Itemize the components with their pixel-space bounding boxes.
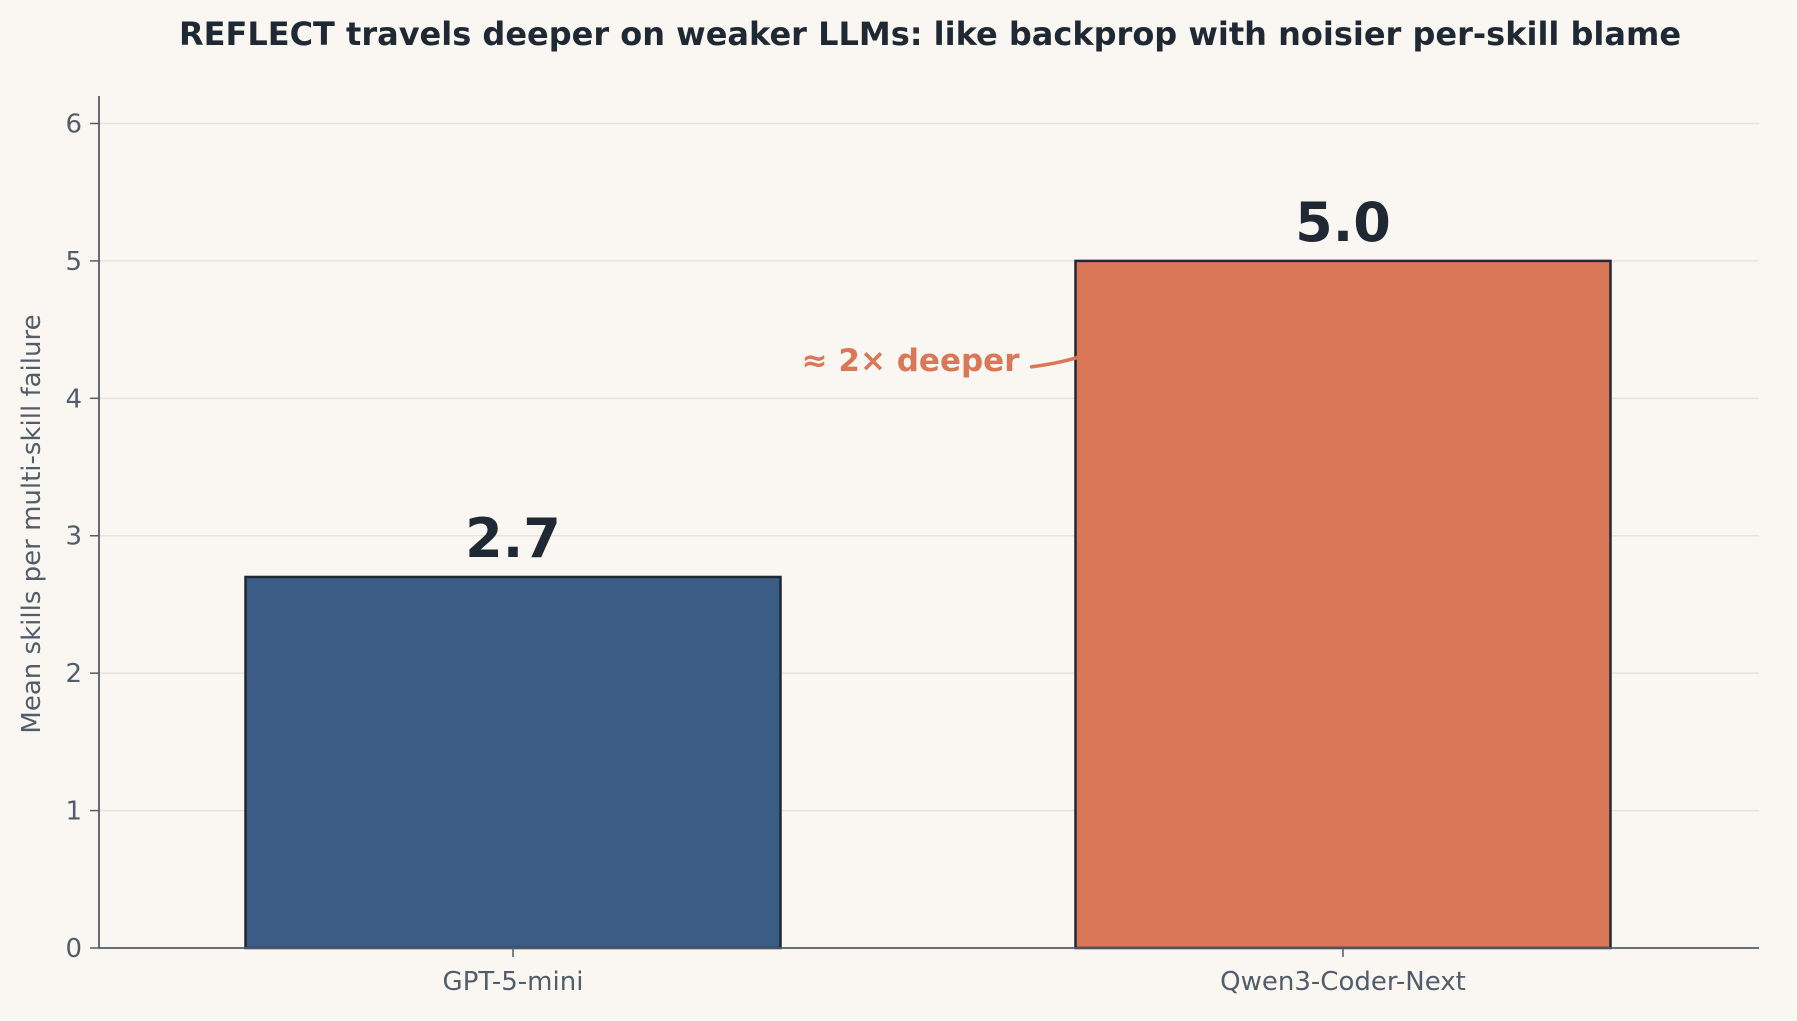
annotation-arrow [1029,356,1079,369]
x-tick-label: Qwen3-Coder-Next [1220,967,1466,997]
y-tick-label: 5 [65,247,82,277]
bar-value-label: 2.7 [465,507,561,570]
bar [1074,259,1612,950]
data-labels: 2.7 5.0 [465,191,1391,570]
annotation-text: ≈ 2× deeper [802,343,1021,379]
y-tick-label: 6 [65,109,82,139]
bars [244,259,1612,950]
y-tick-label: 0 [65,934,82,964]
bar-value-label: 5.0 [1295,191,1391,254]
y-tick-label: 4 [65,384,82,414]
axes [98,96,1759,949]
y-axis-label: Mean skills per multi-skill failure [17,314,47,733]
y-ticks: 0 1 2 3 4 5 6 [65,109,99,964]
annotation: ≈ 2× deeper [802,343,1079,379]
y-tick-label: 2 [65,659,82,689]
x-tick-label: GPT-5-mini [443,967,584,997]
chart-title: REFLECT travels deeper on weaker LLMs: l… [179,15,1681,53]
bar [244,575,782,950]
y-tick-label: 1 [65,797,82,827]
x-ticks: GPT-5-mini Qwen3-Coder-Next [443,948,1466,997]
y-tick-label: 3 [65,522,82,552]
